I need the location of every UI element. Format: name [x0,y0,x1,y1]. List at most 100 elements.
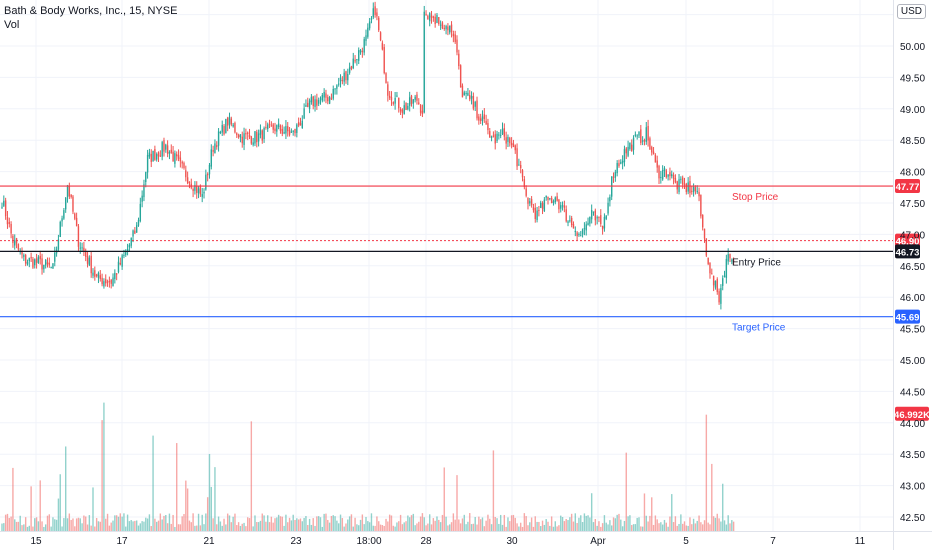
price-level-tag[interactable] [895,233,920,248]
candle-body [4,200,7,217]
price-level-label: Stop Price [732,192,779,203]
price-tick-label: 47.50 [900,199,925,210]
volume-bar [74,526,76,531]
price-level-tag[interactable] [895,244,920,259]
candle-body [712,275,715,286]
volume-bar [534,516,536,531]
candle-body [21,250,23,255]
symbol-title[interactable]: Bath & Body Works, Inc., 15, NYSE [4,5,178,17]
candle-body [166,145,169,154]
volume-value-tag [895,406,929,421]
volume-bar [560,515,562,531]
currency-badge[interactable]: USD [896,4,926,19]
candle-body [683,183,686,185]
volume-bar [92,487,94,531]
volume-bar [661,524,664,531]
candle-body [83,247,85,252]
volume-bar [689,517,691,531]
candle-body [294,128,296,134]
volume-bar [108,525,111,531]
volume-bar [618,513,620,531]
candle-body [79,247,81,249]
candle-body [17,243,20,250]
candle-body [629,142,631,150]
volume-bar [288,517,291,531]
price-axis[interactable]: 42.50 43.00 43.50 44.00 44.50 45.00 45.50 46.00… [900,11,925,524]
candle-body [216,145,218,148]
candle-body [336,85,338,89]
volume-bar [581,522,584,531]
candle-body [514,145,516,151]
candle-body [672,175,675,179]
volume-bar [527,525,529,531]
price-level-tag[interactable] [895,179,920,194]
candle-body [654,154,657,163]
candle-body [92,272,94,276]
candle-body [398,97,400,109]
volume-bar [583,513,586,531]
candle-body [368,21,371,29]
volume-bar [43,526,45,531]
volume-bar [663,519,666,531]
volume-bar [134,520,136,531]
volume-bar [651,497,653,531]
candle-body [106,281,109,283]
volume-bar [314,525,316,531]
candle-body [77,226,80,247]
candle-body [685,183,688,192]
candle-body [185,170,187,178]
candle-body [50,267,52,269]
volume-bar [414,525,416,531]
candle-body [192,189,194,192]
price-level-tag[interactable] [895,309,920,324]
volume-bar [503,514,506,531]
volume-bar [530,517,533,531]
volume-bar [12,467,14,531]
volume-bar [439,522,442,531]
volume-bar [403,522,405,531]
candle-body [183,162,185,168]
candle-body [565,209,567,222]
candle-body [8,222,10,224]
price-tick-label: 48.50 [900,136,925,147]
volume-bar [196,525,198,531]
candle-body [711,273,713,275]
candle-body [121,255,123,267]
volume-bar [143,521,145,531]
candle-body [263,127,265,140]
candle-body [485,120,487,125]
volume-bar [285,514,287,531]
volume-bar [425,525,427,531]
volume-bar [529,522,531,531]
volume-bar [186,488,189,531]
volume-bar [718,518,720,531]
candle-body [680,178,682,180]
volume-bar [230,522,233,531]
candle-body [297,122,300,126]
volume-bar [676,525,678,531]
candle-body [585,224,587,231]
candle-body [347,73,349,81]
volume-bar [514,517,516,531]
volume-bar [176,443,178,531]
volume-bar [645,515,647,531]
volume-indicator-label[interactable]: Vol [4,19,20,31]
volume-bar [436,516,438,531]
candle-body [592,211,595,213]
candle-body [458,53,460,67]
volume-bar [110,522,112,531]
candle-body [26,262,29,265]
candle-body [541,202,544,209]
time-axis[interactable]: 15 17 21 23 18:00 28 30 Apr 5 7 11 [30,536,865,547]
candle-body [450,24,453,33]
volume-bar [712,516,715,531]
volume-bar [323,513,325,531]
candle-body [205,174,207,190]
volume-bar [327,519,329,531]
volume-bar [75,518,78,531]
candle-body [243,133,245,145]
time-tick-label: 11 [855,536,866,547]
candle-body [283,132,285,134]
